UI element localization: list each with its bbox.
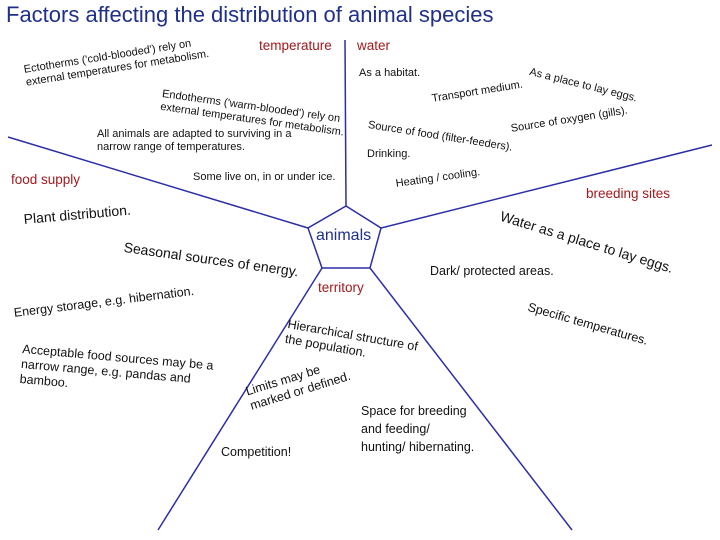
spoke-food-territory: [157, 267, 323, 531]
spoke-temperature-food: [7, 136, 309, 229]
ice-note: Some live on, in or under ice.: [193, 171, 336, 183]
temperature-heading: temperature: [259, 38, 332, 53]
spoke-territory-breeding: [369, 267, 573, 531]
page-title: Factors affecting the distribution of an…: [6, 2, 494, 27]
breeding-sites-heading: breeding sites: [586, 186, 671, 201]
territory-space-line-2: and feeding/: [361, 422, 430, 437]
territory-space-line-3: hunting/ hibernating.: [361, 440, 475, 455]
water-drinking: Drinking.: [367, 148, 411, 160]
spoke-temperature-water: [344, 39, 347, 207]
center-pentagon: [307, 205, 382, 269]
water-habitat: As a habitat.: [359, 67, 421, 79]
territory-space-line-1: Space for breeding: [361, 404, 467, 418]
adapted-line-2: narrow range of temperatures.: [97, 141, 245, 154]
spoke-water-breeding: [380, 144, 713, 229]
water-heading: water: [357, 38, 391, 53]
territory-heading: territory: [318, 280, 364, 295]
center-label: animals: [316, 227, 372, 244]
adapted-note: All animals are adapted to surviving in …: [97, 128, 291, 154]
adapted-line-1: All animals are adapted to surviving in …: [97, 128, 292, 140]
food-supply-heading: food supply: [11, 172, 81, 187]
territory-competition: Competition!: [221, 445, 292, 459]
breeding-dark: Dark/ protected areas.: [430, 264, 554, 278]
territory-space: Space for breeding and feeding/ hunting/…: [361, 402, 474, 456]
